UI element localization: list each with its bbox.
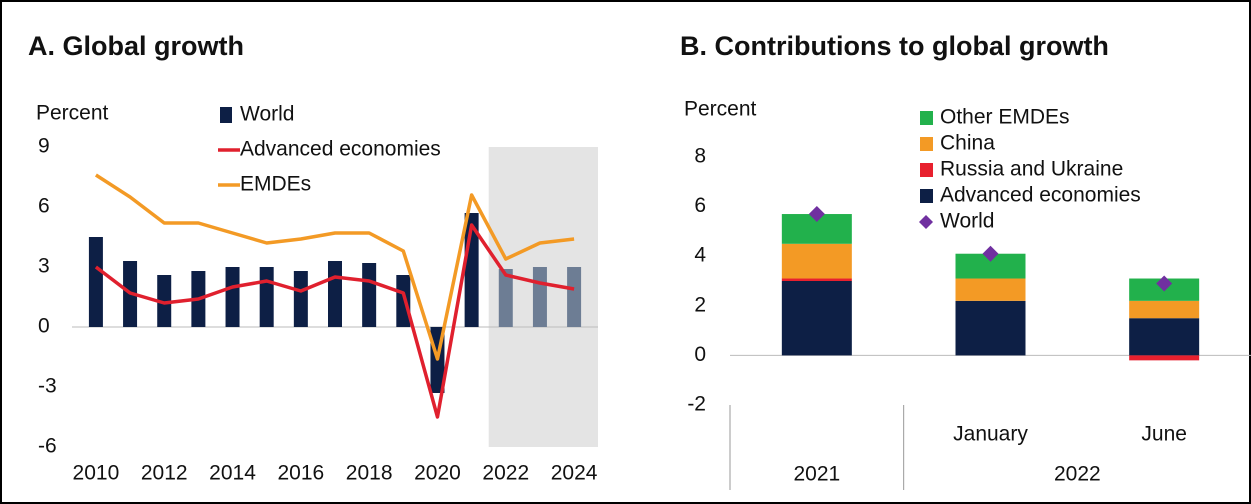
y-tick-label: 2 xyxy=(694,293,706,316)
y-tick-label: -3 xyxy=(38,375,57,398)
bar-segment xyxy=(781,243,852,279)
bar xyxy=(157,275,172,327)
x-tick-label: 2010 xyxy=(73,462,120,485)
y-tick-label: 6 xyxy=(694,194,706,217)
legend-label: World xyxy=(940,210,994,233)
bar-segment xyxy=(1129,318,1200,356)
bar xyxy=(498,269,513,327)
y-tick-label: 8 xyxy=(694,145,706,168)
y-tick-label: 0 xyxy=(38,315,50,338)
x-tick-label: 2014 xyxy=(209,462,256,485)
legend-swatch xyxy=(920,137,933,151)
x-tick-label: June xyxy=(1141,423,1187,446)
y-tick-label: 3 xyxy=(38,255,50,278)
bar-segment xyxy=(781,281,852,356)
x-tick-label: 2016 xyxy=(277,462,324,485)
y-axis-label: Percent xyxy=(684,98,757,121)
legend-label: World xyxy=(240,103,294,126)
legend-label: Advanced economies xyxy=(240,138,441,161)
bar xyxy=(88,237,103,327)
group-label: 2022 xyxy=(1054,463,1101,486)
x-tick-label: 2018 xyxy=(346,462,393,485)
legend-label: EMDEs xyxy=(240,173,311,196)
chart-title: B. Contributions to global growth xyxy=(680,31,1109,61)
legend-swatch xyxy=(920,163,933,177)
point xyxy=(1156,275,1173,292)
line xyxy=(94,223,575,419)
y-tick-label: -2 xyxy=(687,393,706,416)
x-tick-label: 2012 xyxy=(141,462,188,485)
bar xyxy=(225,267,240,327)
x-tick-label: 2022 xyxy=(482,462,529,485)
legend-swatch xyxy=(919,215,933,229)
y-tick-label: 9 xyxy=(38,135,50,158)
bar xyxy=(259,267,274,327)
y-axis-label: Percent xyxy=(36,102,109,125)
y-tick-label: 0 xyxy=(694,343,706,366)
bar xyxy=(293,271,308,327)
bar xyxy=(362,263,377,327)
x-tick-label: January xyxy=(953,423,1028,446)
bar-segment xyxy=(1129,300,1200,319)
bar xyxy=(328,261,342,327)
legend-swatch xyxy=(220,107,232,123)
y-tick-label: -6 xyxy=(38,435,57,458)
bar-segment xyxy=(955,278,1026,301)
point xyxy=(982,245,999,262)
x-tick-label: 2024 xyxy=(551,462,598,485)
bar-segment xyxy=(781,278,852,281)
bar xyxy=(396,275,411,327)
legend-label: Russia and Ukraine xyxy=(940,158,1123,181)
group-label: 2021 xyxy=(793,463,840,486)
legend-swatch xyxy=(920,111,933,125)
legend-label: Other EMDEs xyxy=(940,106,1070,129)
bar-segment xyxy=(955,300,1026,356)
bar xyxy=(567,267,582,327)
line xyxy=(94,173,575,361)
bar-segment xyxy=(1129,355,1200,361)
chart-title: A. Global growth xyxy=(28,31,244,61)
bar xyxy=(532,267,547,327)
x-tick-label: 2020 xyxy=(414,462,461,485)
y-tick-label: 4 xyxy=(694,244,706,267)
legend-label: China xyxy=(940,132,995,155)
point xyxy=(808,206,825,223)
legend-swatch xyxy=(920,189,933,203)
legend-label: Advanced economies xyxy=(940,184,1141,207)
y-tick-label: 6 xyxy=(38,195,50,218)
